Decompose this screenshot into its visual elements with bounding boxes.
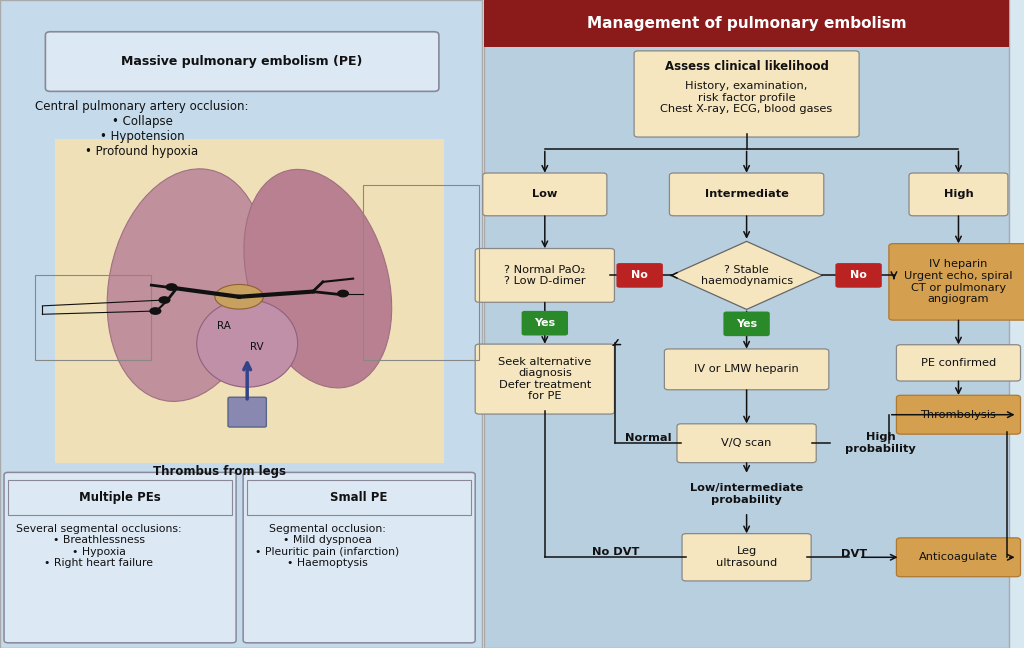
- FancyBboxPatch shape: [475, 249, 614, 302]
- Text: Yes: Yes: [535, 318, 555, 328]
- Text: Management of pulmonary embolism: Management of pulmonary embolism: [587, 16, 906, 31]
- Text: Assess clinical likelihood: Assess clinical likelihood: [665, 60, 828, 73]
- FancyBboxPatch shape: [4, 472, 237, 643]
- FancyBboxPatch shape: [836, 263, 882, 288]
- FancyBboxPatch shape: [896, 345, 1021, 381]
- Ellipse shape: [215, 284, 263, 309]
- Polygon shape: [671, 242, 822, 310]
- Text: Seek alternative
diagnosis
Defer treatment
for PE: Seek alternative diagnosis Defer treatme…: [499, 356, 592, 402]
- FancyBboxPatch shape: [247, 480, 471, 515]
- Text: IV heparin
Urgent echo, spiral
CT or pulmonary
angiogram: IV heparin Urgent echo, spiral CT or pul…: [904, 259, 1013, 305]
- FancyBboxPatch shape: [665, 349, 828, 390]
- Text: Yes: Yes: [736, 319, 757, 329]
- Text: Thrombolysis: Thrombolysis: [921, 410, 996, 420]
- FancyBboxPatch shape: [482, 173, 607, 216]
- Text: ? Stable
haemodynamics: ? Stable haemodynamics: [700, 264, 793, 286]
- Text: Central pulmonary artery occlusion:
• Collapse
• Hypotension
• Profound hypoxia: Central pulmonary artery occlusion: • Co…: [35, 100, 249, 159]
- Text: High: High: [943, 189, 974, 200]
- Circle shape: [166, 283, 177, 291]
- FancyBboxPatch shape: [896, 538, 1021, 577]
- Text: History, examination,
risk factor profile
Chest X-ray, ECG, blood gases: History, examination, risk factor profil…: [660, 81, 833, 114]
- Text: Intermediate: Intermediate: [705, 189, 788, 200]
- Text: Multiple PEs: Multiple PEs: [79, 491, 161, 503]
- Circle shape: [337, 290, 349, 297]
- Text: IV or LMW heparin: IV or LMW heparin: [694, 364, 799, 375]
- Text: Thrombus from legs: Thrombus from legs: [154, 465, 287, 478]
- FancyBboxPatch shape: [475, 344, 614, 414]
- Text: Segmental occlusion:
• Mild dyspnoea
• Pleuritic pain (infarction)
• Haemoptysis: Segmental occlusion: • Mild dyspnoea • P…: [255, 524, 399, 568]
- Text: No: No: [850, 270, 867, 281]
- Text: PE confirmed: PE confirmed: [921, 358, 996, 368]
- Ellipse shape: [108, 169, 266, 401]
- Text: V/Q scan: V/Q scan: [722, 438, 772, 448]
- FancyBboxPatch shape: [243, 472, 475, 643]
- Text: Small PE: Small PE: [331, 491, 388, 503]
- FancyBboxPatch shape: [889, 244, 1024, 320]
- Ellipse shape: [197, 299, 298, 388]
- Circle shape: [159, 296, 171, 304]
- Text: Normal: Normal: [625, 433, 672, 443]
- Text: RV: RV: [251, 341, 264, 352]
- Text: RA: RA: [217, 321, 231, 331]
- FancyBboxPatch shape: [682, 534, 811, 581]
- FancyBboxPatch shape: [45, 32, 439, 91]
- FancyBboxPatch shape: [677, 424, 816, 463]
- FancyBboxPatch shape: [616, 263, 663, 288]
- Text: DVT: DVT: [841, 549, 867, 559]
- Text: Anticoagulate: Anticoagulate: [919, 552, 998, 562]
- FancyBboxPatch shape: [723, 312, 770, 336]
- Text: Several segmental occlusions:
• Breathlessness
• Hypoxia
• Right heart failure: Several segmental occlusions: • Breathle…: [16, 524, 182, 568]
- Text: No DVT: No DVT: [592, 547, 639, 557]
- FancyBboxPatch shape: [634, 51, 859, 137]
- Text: Low: Low: [532, 189, 557, 200]
- FancyBboxPatch shape: [55, 139, 444, 463]
- Circle shape: [150, 307, 162, 315]
- FancyBboxPatch shape: [521, 311, 568, 336]
- FancyBboxPatch shape: [896, 395, 1021, 434]
- FancyBboxPatch shape: [0, 0, 482, 648]
- FancyBboxPatch shape: [484, 0, 1009, 47]
- FancyBboxPatch shape: [484, 0, 1009, 648]
- FancyBboxPatch shape: [909, 173, 1008, 216]
- FancyBboxPatch shape: [670, 173, 823, 216]
- Text: Massive pulmonary embolism (PE): Massive pulmonary embolism (PE): [122, 55, 362, 68]
- Text: High
probability: High probability: [846, 432, 916, 454]
- Ellipse shape: [244, 169, 392, 388]
- Text: No: No: [631, 270, 648, 281]
- Text: ? Normal PaO₂
? Low D-dimer: ? Normal PaO₂ ? Low D-dimer: [504, 264, 586, 286]
- FancyBboxPatch shape: [228, 397, 266, 427]
- Text: Low/intermediate
probability: Low/intermediate probability: [690, 483, 803, 505]
- Text: Leg
ultrasound: Leg ultrasound: [716, 546, 777, 568]
- FancyBboxPatch shape: [8, 480, 232, 515]
